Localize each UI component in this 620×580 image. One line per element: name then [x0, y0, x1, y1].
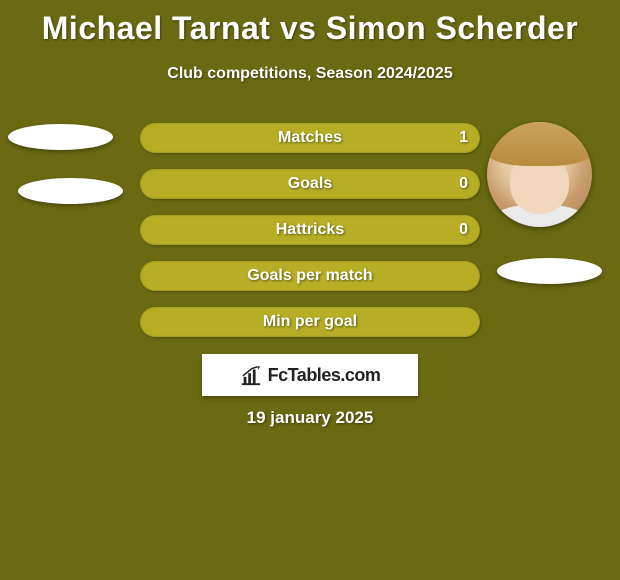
stat-row-goals-per-match: Goals per match	[140, 261, 480, 291]
stat-label: Goals	[140, 169, 480, 199]
right-player-avatar	[487, 122, 592, 227]
avatar-image	[487, 122, 592, 227]
stat-row-goals: Goals 0	[140, 169, 480, 199]
stat-label: Goals per match	[140, 261, 480, 291]
comparison-card: Michael Tarnat vs Simon Scherder Club co…	[0, 0, 620, 580]
stats-bars: Matches 1 Goals 0 Hattricks 0 Goals per …	[140, 123, 480, 353]
logo-text: FcTables.com	[268, 365, 381, 386]
stat-label: Matches	[140, 123, 480, 153]
stat-row-min-per-goal: Min per goal	[140, 307, 480, 337]
stat-value-right: 1	[459, 123, 468, 153]
stat-value-right: 0	[459, 169, 468, 199]
page-title: Michael Tarnat vs Simon Scherder	[0, 0, 620, 47]
stat-label: Min per goal	[140, 307, 480, 337]
bars-icon	[240, 364, 262, 386]
date-line: 19 january 2025	[0, 408, 620, 428]
source-logo: FcTables.com	[202, 354, 418, 396]
left-avatar-placeholder	[8, 124, 113, 150]
right-label-placeholder	[497, 258, 602, 284]
left-label-placeholder	[18, 178, 123, 204]
subtitle: Club competitions, Season 2024/2025	[0, 65, 620, 83]
stat-value-right: 0	[459, 215, 468, 245]
stat-label: Hattricks	[140, 215, 480, 245]
stat-row-hattricks: Hattricks 0	[140, 215, 480, 245]
stat-row-matches: Matches 1	[140, 123, 480, 153]
